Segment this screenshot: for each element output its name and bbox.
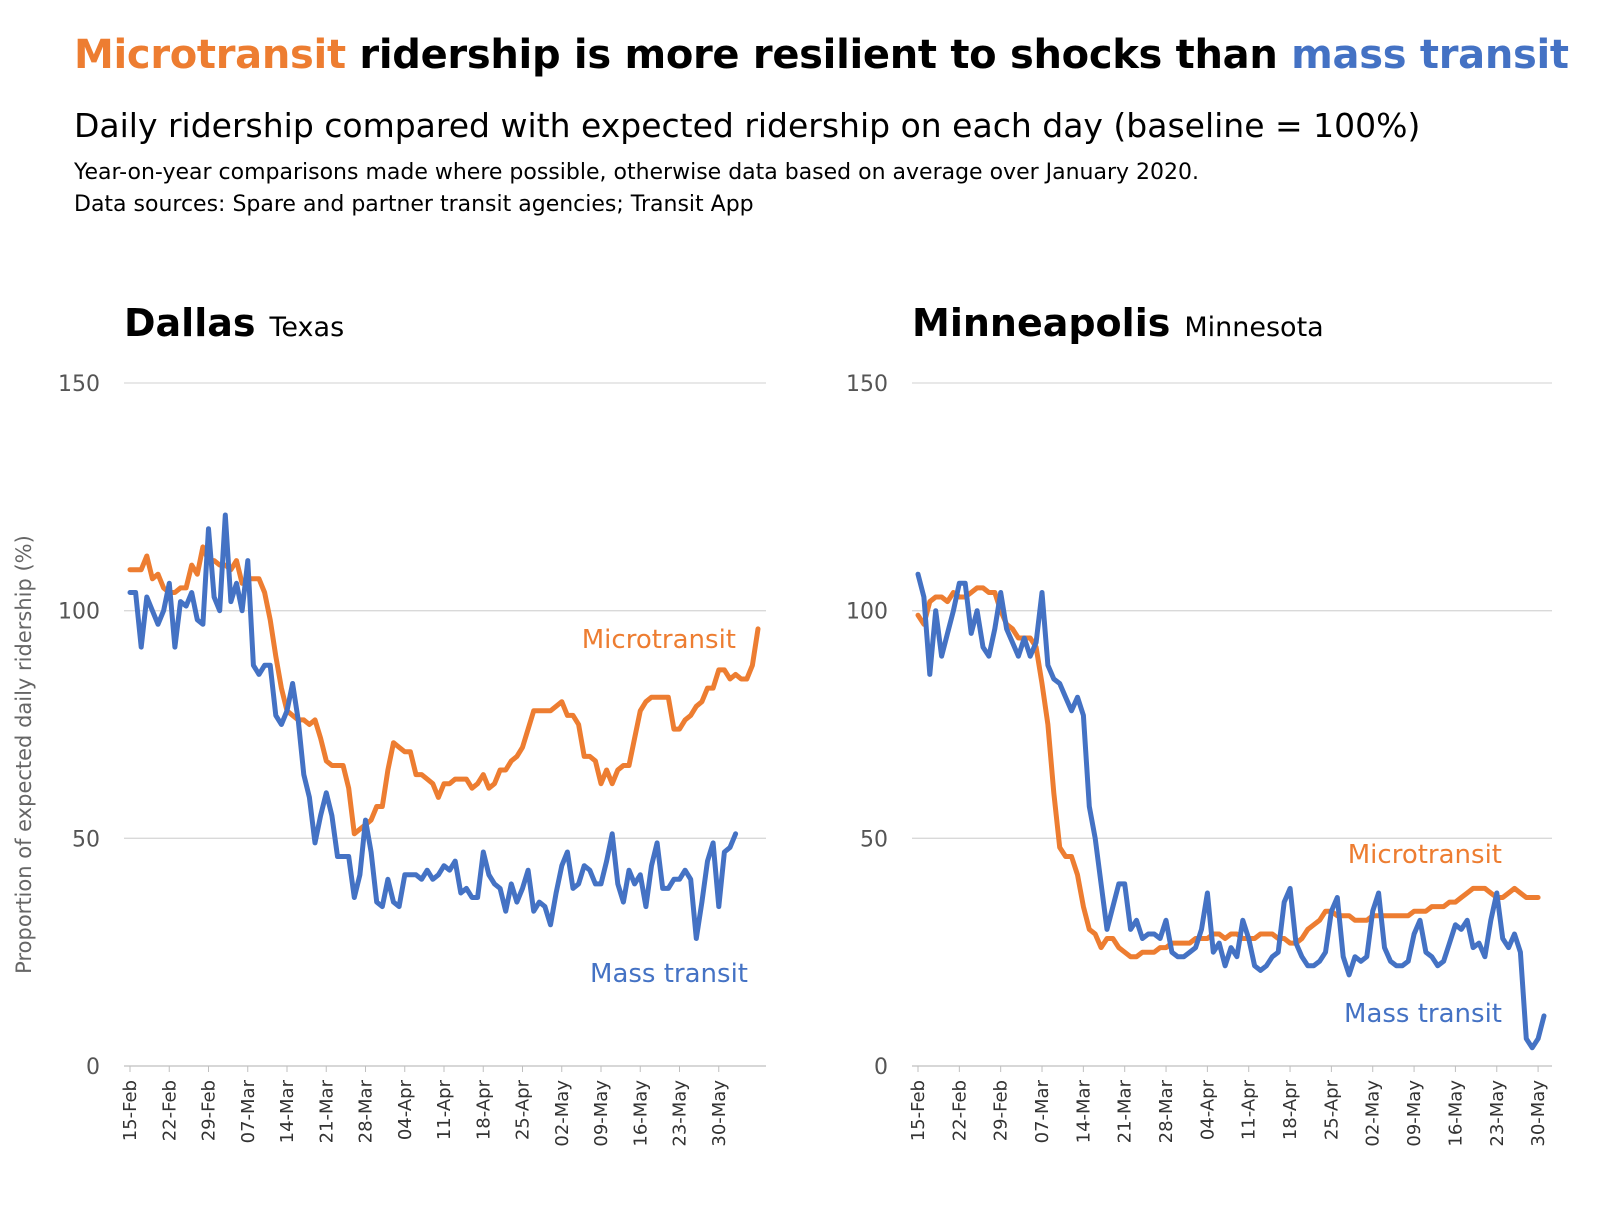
chart-main-title: Microtransit ridership is more resilient…: [74, 32, 1569, 78]
x-tick-label: 14-Mar: [277, 1079, 298, 1143]
x-tick-label: 11-Apr: [434, 1079, 455, 1140]
y-tick-label: 150: [846, 372, 888, 397]
y-tick-label: 50: [72, 827, 100, 852]
y-tick-label: 100: [58, 600, 100, 625]
title-microtransit: Microtransit: [74, 32, 346, 78]
mass-transit-line: [127, 512, 739, 941]
microtransit-label: Microtransit: [582, 625, 736, 655]
x-tick-label: 28-Mar: [356, 1079, 377, 1143]
y-tick-label: 100: [846, 600, 888, 625]
y-tick-label: 0: [874, 1055, 888, 1080]
mass-transit-label: Mass transit: [590, 959, 748, 989]
x-tick-label: 07-Mar: [1032, 1079, 1053, 1143]
panel-title-city: Minneapolis: [912, 301, 1170, 345]
x-tick-label: 29-Feb: [991, 1080, 1012, 1141]
x-tick-label: 29-Feb: [199, 1080, 220, 1141]
methodology-note: Year-on-year comparisons made where poss…: [74, 160, 1200, 185]
x-tick-label: 21-Mar: [316, 1079, 337, 1143]
x-tick-label: 04-Apr: [395, 1079, 416, 1140]
x-tick-label: 18-Apr: [1280, 1079, 1301, 1140]
y-tick-label: 0: [86, 1055, 100, 1080]
x-tick-label: 30-May: [1528, 1080, 1549, 1147]
x-tick-label: 16-May: [630, 1080, 651, 1147]
x-tick-label: 23-May: [1487, 1080, 1508, 1147]
chart-subtitle: Daily ridership compared with expected r…: [74, 106, 1421, 145]
microtransit-line: [915, 585, 1541, 960]
x-tick-label: 11-Apr: [1239, 1079, 1260, 1140]
x-tick-label: 25-Apr: [1321, 1079, 1342, 1140]
x-tick-label: 04-Apr: [1197, 1079, 1218, 1140]
x-tick-label: 30-May: [709, 1080, 730, 1147]
x-tick-label: 23-May: [670, 1080, 691, 1147]
data-sources-note: Data sources: Spare and partner transit …: [74, 192, 754, 217]
x-tick-label: 25-Apr: [513, 1079, 534, 1140]
x-tick-label: 22-Feb: [949, 1080, 970, 1141]
x-tick-label: 02-May: [552, 1080, 573, 1147]
panel-title-state: Texas: [269, 312, 345, 343]
x-tick-label: 21-Mar: [1115, 1079, 1136, 1143]
title-mass-transit: mass transit: [1291, 32, 1569, 78]
x-tick-label: 09-May: [591, 1080, 612, 1147]
x-tick-label: 02-May: [1363, 1080, 1384, 1147]
panel-title-state: Minnesota: [1184, 312, 1323, 343]
x-tick-label: 18-Apr: [473, 1079, 494, 1140]
mass-transit-line: [915, 571, 1547, 1051]
x-tick-label: 07-Mar: [238, 1079, 259, 1143]
mass-transit-label: Mass transit: [1344, 999, 1502, 1029]
x-tick-label: 16-May: [1445, 1080, 1466, 1147]
minneapolis-chart: Minneapolis Minnesota 0 50 100 150 15-Feb 22-Fe…: [846, 301, 1552, 1147]
y-tick-label: 50: [860, 827, 888, 852]
x-tick-label: 15-Feb: [120, 1080, 141, 1141]
x-tick-label: 14-Mar: [1073, 1079, 1094, 1143]
x-tick-label: 22-Feb: [159, 1080, 180, 1141]
panel-title: Minneapolis Minnesota: [912, 301, 1324, 345]
x-tick-label: 09-May: [1404, 1080, 1425, 1147]
microtransit-line: [127, 544, 761, 837]
x-tick-label: 15-Feb: [908, 1080, 929, 1141]
x-tick-label: 28-Mar: [1156, 1079, 1177, 1143]
panel-title-city: Dallas: [124, 301, 256, 345]
title-middle: ridership is more resilient to shocks th…: [345, 32, 1292, 78]
y-axis-label: Proportion of expected daily ridership (…: [12, 535, 36, 974]
dallas-chart: Dallas Texas 0 50 100 150 Proportion of expect…: [12, 301, 766, 1147]
microtransit-label: Microtransit: [1348, 840, 1502, 870]
y-tick-label: 150: [58, 372, 100, 397]
panel-title: Dallas Texas: [124, 301, 344, 345]
